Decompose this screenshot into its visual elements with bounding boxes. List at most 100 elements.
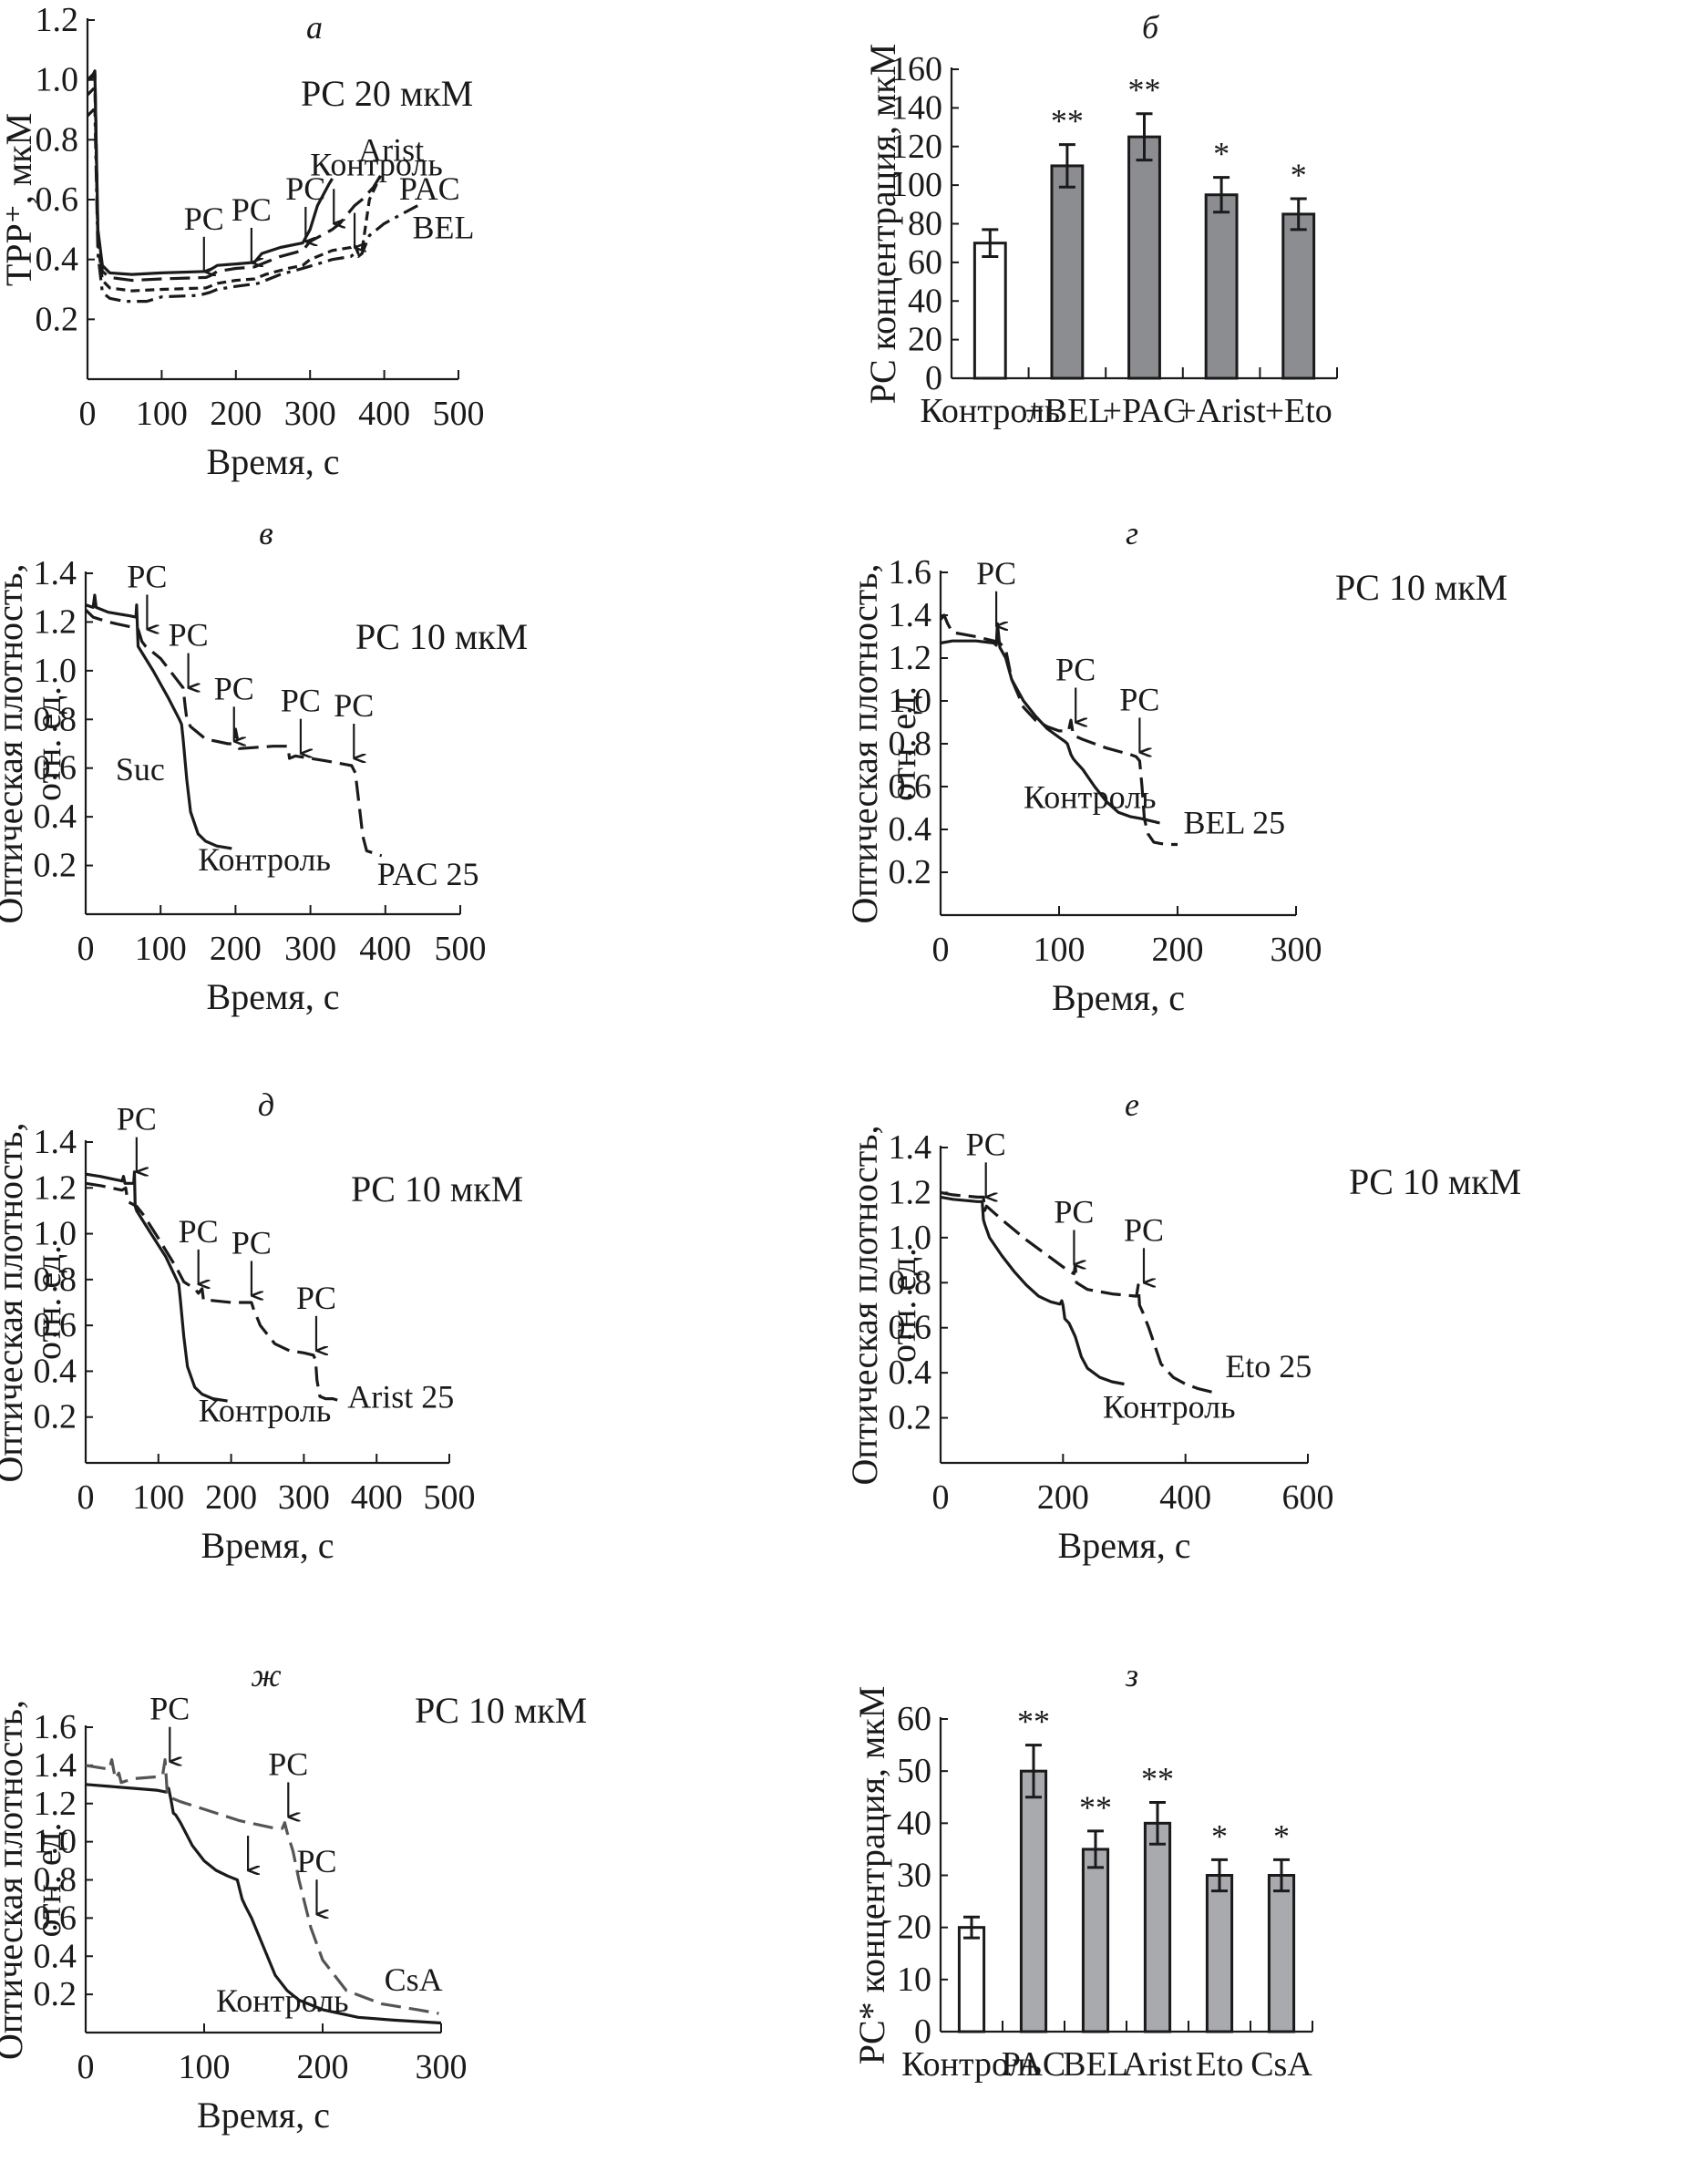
concentration-annotation: PC 10 мкМ — [415, 1690, 587, 1731]
significance-mark: ** — [1128, 72, 1161, 108]
series-line-1 — [939, 613, 1178, 847]
y-tick-label: 10 — [897, 1961, 931, 1999]
significance-mark: ** — [1051, 103, 1084, 139]
y-tick-label: 0.2 — [34, 847, 77, 885]
x-tick-label: 100 — [179, 2048, 231, 2086]
series-line-0 — [85, 593, 232, 850]
y-tick-label: 1.2 — [34, 1785, 77, 1823]
arrow-label: PC — [976, 555, 1016, 592]
panel-label: в — [259, 515, 273, 551]
y-tick-label: 0.4 — [34, 798, 77, 836]
y-tick-label: 1.2 — [34, 1168, 77, 1207]
y-tick-label: 0.6 — [34, 1899, 77, 1937]
y-tick-label: 60 — [908, 243, 942, 282]
y-tick-label: 1.0 — [889, 1219, 932, 1257]
series-line-1 — [84, 608, 383, 858]
y-tick-label: 0.2 — [34, 1398, 77, 1436]
y-axis-label: Оптическая плотность, — [0, 1123, 30, 1483]
y-axis-label-line2: отн. ед. — [27, 1245, 68, 1360]
x-axis-label: Время, с — [1058, 1525, 1191, 1566]
category-label: +Arist — [1177, 392, 1266, 430]
y-tick-label: 1.4 — [34, 1123, 77, 1161]
y-axis-label: Оптическая плотность, — [844, 1126, 885, 1486]
y-tick-label: 1.2 — [36, 1, 79, 39]
x-tick-label: 300 — [416, 2048, 468, 2086]
x-axis-label: Время, с — [207, 441, 340, 482]
y-tick-label: 1.0 — [36, 61, 79, 99]
series-label: Arist 25 — [347, 1379, 454, 1415]
series-label: Контроль — [1024, 779, 1157, 816]
series-label: Контроль — [1103, 1389, 1236, 1426]
panel-label: б — [1142, 9, 1160, 46]
x-tick-label: 0 — [77, 2048, 95, 2086]
series-label: Контроль — [199, 1393, 332, 1429]
y-tick-label: 0.8 — [889, 725, 932, 763]
series-line-1 — [85, 1757, 439, 2015]
x-tick-label: 100 — [132, 1478, 184, 1517]
y-tick-label: 0.4 — [889, 1354, 932, 1392]
x-tick-label: 0 — [932, 931, 950, 969]
category-label: +BEL — [1024, 392, 1109, 430]
y-tick-label: 1.0 — [34, 652, 77, 690]
series-label: Arist — [358, 131, 424, 168]
y-tick-label: 1.4 — [889, 596, 932, 634]
x-tick-label: 0 — [77, 1478, 95, 1517]
y-tick-label: 0.2 — [34, 1975, 77, 2013]
y-axis-label: TPP⁺, мкМ — [0, 113, 39, 286]
category-label: +PAC — [1103, 392, 1187, 430]
y-tick-label: 50 — [897, 1752, 931, 1790]
x-tick-label: 0 — [932, 1478, 950, 1517]
arrow-label: PC — [214, 670, 254, 706]
series-line-1 — [940, 1190, 1217, 1395]
y-axis-label-line2: отн. ед. — [882, 686, 923, 801]
y-tick-label: 1.4 — [889, 1128, 932, 1167]
y-tick-label: 0.8 — [889, 1263, 932, 1302]
significance-mark: * — [1291, 157, 1307, 193]
y-tick-label: 60 — [897, 1700, 931, 1738]
y-tick-label: 140 — [890, 88, 942, 127]
series-label: PAC 25 — [377, 856, 479, 892]
series-line-0 — [85, 1170, 228, 1403]
arrow-label: PC — [117, 1101, 157, 1137]
panel-label: д — [258, 1086, 274, 1123]
y-tick-label: 0.8 — [34, 700, 77, 738]
bar — [1081, 1848, 1110, 2033]
series-label: PAC — [399, 170, 460, 207]
y-tick-label: 0.4 — [36, 241, 79, 279]
category-label: Контроль — [920, 392, 1060, 430]
significance-mark: ** — [1141, 1760, 1174, 1796]
arrow-label: PC — [232, 1224, 272, 1261]
y-tick-label: 0 — [925, 359, 942, 397]
y-tick-label: 0.6 — [34, 749, 77, 787]
x-tick-label: 400 — [1159, 1478, 1211, 1517]
bar — [1050, 164, 1085, 380]
bar — [1281, 212, 1316, 380]
y-tick-label: 40 — [908, 282, 942, 320]
panel-label: з — [1125, 1657, 1138, 1693]
arrow-label: PC — [1119, 681, 1159, 717]
y-tick-label: 0.8 — [34, 1261, 77, 1299]
arrow-label: PC — [268, 1745, 308, 1782]
y-tick-label: 30 — [897, 1857, 931, 1895]
x-tick-label: 0 — [77, 930, 95, 968]
y-tick-label: 0.6 — [889, 767, 932, 806]
x-tick-label: 300 — [284, 395, 336, 433]
bar — [1127, 135, 1161, 380]
y-tick-label: 0 — [914, 2012, 931, 2051]
y-tick-label: 1.0 — [889, 682, 932, 720]
x-tick-label: 0 — [79, 395, 97, 433]
x-tick-label: 400 — [358, 395, 410, 433]
y-tick-label: 40 — [897, 1804, 931, 1842]
concentration-annotation: PC 20 мкМ — [301, 73, 473, 114]
category-label: Контроль — [901, 2045, 1042, 2084]
x-tick-label: 300 — [1271, 931, 1322, 969]
arrow-label: PC — [1054, 1194, 1094, 1230]
y-tick-label: 1.0 — [34, 1823, 77, 1861]
x-tick-label: 500 — [433, 395, 485, 433]
